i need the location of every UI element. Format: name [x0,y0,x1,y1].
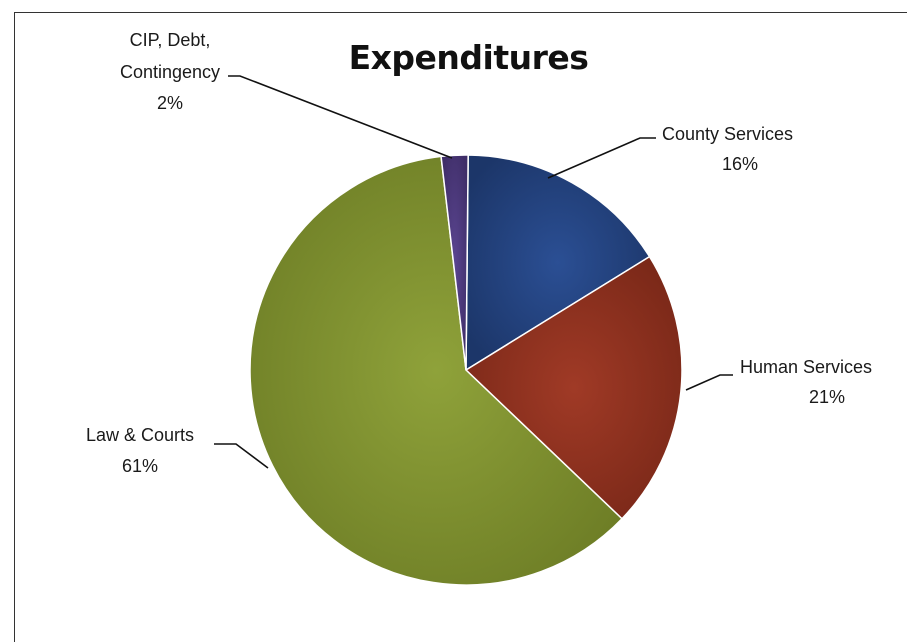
slice-name-label-cip-debt-contingency-2: Contingency [120,62,220,82]
slice-name-label-county-services: County Services [662,124,793,144]
leader-line-human-services [685,374,733,391]
slice-name-label-human-services: Human Services [740,357,872,377]
leader-line-law-courts [214,443,269,469]
slice-value-label-human-services: 21% [809,387,845,407]
leader-line-cip-debt-contingency [228,75,453,159]
pie-slice-cip-debt-contingency [440,154,469,371]
slice-value-label-county-services: 16% [722,154,758,174]
slice-name-label-law-courts: Law & Courts [86,425,194,445]
slice-value-label-law-courts: 61% [122,456,158,476]
slice-value-label-cip-debt-contingency: 2% [157,93,183,113]
pie-slice-law-courts [249,155,624,586]
slice-name-label-cip-debt-contingency-1: CIP, Debt, [130,30,211,50]
pie-slice-human-services [464,255,683,520]
pie-slice-county-services [465,154,651,372]
leader-line-county-services [547,137,656,179]
